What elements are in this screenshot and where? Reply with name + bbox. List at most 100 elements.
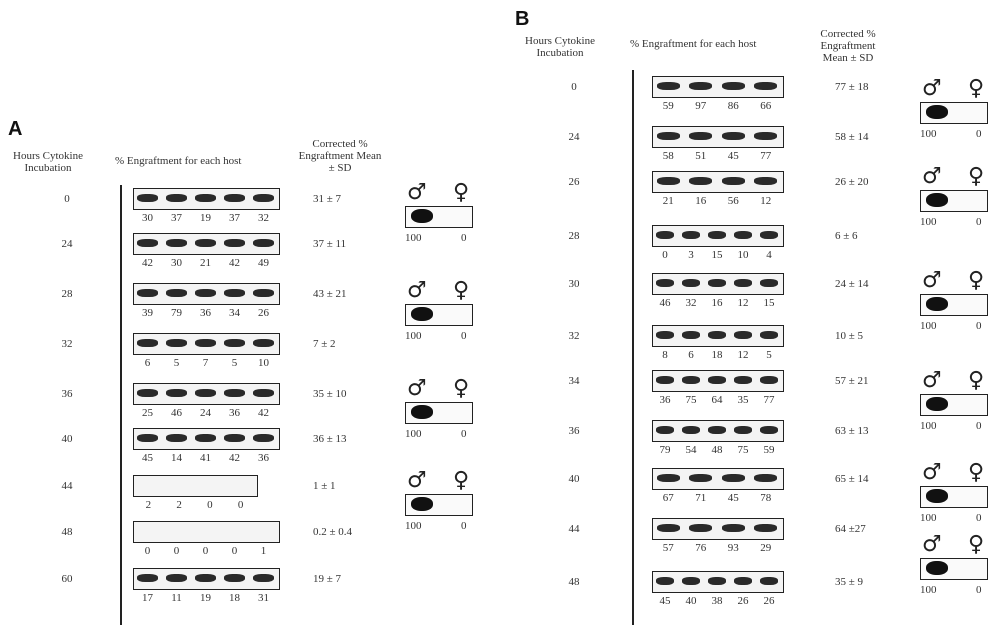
hours-label: 32 — [562, 330, 586, 342]
engraftment-value: 16 — [705, 297, 729, 309]
gel-band — [253, 239, 274, 247]
gel-band — [754, 177, 777, 185]
female-value: 0 — [976, 216, 982, 228]
male-symbol: ♂ — [922, 76, 942, 101]
gel-band — [195, 434, 216, 442]
engraftment-value: 49 — [252, 257, 276, 269]
gel-band — [760, 331, 779, 339]
gel-band — [656, 426, 675, 434]
gel-band — [689, 474, 712, 482]
male-value: 100 — [405, 232, 422, 244]
female-value: 0 — [976, 320, 982, 332]
engraftment-value: 24 — [194, 407, 218, 419]
engraftment-value: 67 — [656, 492, 680, 504]
engraftment-value: 40 — [679, 595, 703, 607]
gel-band — [682, 426, 701, 434]
inset-band — [926, 489, 948, 503]
gel-band — [760, 426, 779, 434]
inset-band — [926, 397, 948, 411]
engraftment-value: 37 — [223, 212, 247, 224]
gel-band — [760, 279, 779, 287]
gel-band — [760, 376, 779, 384]
male-value: 100 — [920, 512, 937, 524]
inset-band — [411, 497, 433, 511]
inset-band — [926, 561, 948, 575]
gel-band — [137, 434, 158, 442]
engraftment-value: 35 — [731, 394, 755, 406]
corrected-value: 24 ± 14 — [835, 278, 869, 290]
engraftment-value: 56 — [721, 195, 745, 207]
engraftment-value: 5 — [223, 357, 247, 369]
hours-label: 28 — [562, 230, 586, 242]
gel-band — [734, 426, 753, 434]
engraftment-value: 42 — [252, 407, 276, 419]
hours-label: 48 — [562, 576, 586, 588]
female-value: 0 — [461, 428, 467, 440]
gel-band — [656, 376, 675, 384]
panel-label: B — [515, 8, 529, 31]
inset-band — [926, 193, 948, 207]
gel-band — [722, 177, 745, 185]
engraftment-value: 0 — [194, 545, 218, 557]
gel-band — [722, 524, 745, 532]
hours-label: 44 — [55, 480, 79, 492]
hours-label: 26 — [562, 176, 586, 188]
hours-label: 0 — [562, 81, 586, 93]
engraftment-value: 0 — [198, 499, 222, 511]
engraftment-value: 45 — [721, 150, 745, 162]
female-symbol: ♀ — [968, 532, 984, 557]
female-value: 0 — [976, 128, 982, 140]
engraftment-value: 18 — [705, 349, 729, 361]
male-symbol: ♂ — [922, 164, 942, 189]
inset-band — [411, 405, 433, 419]
engraftment-value: 4 — [757, 249, 781, 261]
corrected-value: 0.2 ± 0.4 — [313, 526, 352, 538]
gel-band — [224, 389, 245, 397]
figure: AHours Cytokine Incubation% Engraftment … — [0, 0, 991, 629]
gel-band — [137, 339, 158, 347]
corrected-value: 57 ± 21 — [835, 375, 869, 387]
engraftment-value: 86 — [721, 100, 745, 112]
gel-band — [224, 574, 245, 582]
male-value: 100 — [405, 520, 422, 532]
engraftment-value: 5 — [165, 357, 189, 369]
gel-band — [166, 574, 187, 582]
female-symbol: ♀ — [453, 278, 469, 303]
corrected-value: 37 ± 11 — [313, 238, 346, 250]
gel-band — [253, 389, 274, 397]
corrected-value: 26 ± 20 — [835, 176, 869, 188]
engraftment-value: 2 — [136, 499, 160, 511]
gel-band — [708, 279, 727, 287]
gel-band — [734, 231, 753, 239]
hours-label: 36 — [55, 388, 79, 400]
corrected-value: 65 ± 14 — [835, 473, 869, 485]
gel-band — [682, 231, 701, 239]
engraftment-value: 0 — [223, 545, 247, 557]
gel-band — [760, 577, 779, 585]
engraftment-value: 29 — [754, 542, 778, 554]
engraftment-value: 0 — [136, 545, 160, 557]
engraftment-value: 0 — [165, 545, 189, 557]
engraftment-value: 34 — [223, 307, 247, 319]
gel-band — [137, 574, 158, 582]
hours-label: 34 — [562, 375, 586, 387]
male-symbol: ♂ — [407, 468, 427, 493]
corrected-value: 58 ± 14 — [835, 131, 869, 143]
gel-band — [137, 239, 158, 247]
header-corrected: Corrected % Engraftment Mean ± SD — [295, 138, 385, 174]
gel-band — [682, 279, 701, 287]
hours-label: 0 — [55, 193, 79, 205]
engraftment-value: 21 — [656, 195, 680, 207]
engraftment-value: 76 — [689, 542, 713, 554]
axis-line — [632, 70, 634, 625]
female-value: 0 — [461, 232, 467, 244]
hours-label: 24 — [562, 131, 586, 143]
gel-band — [682, 376, 701, 384]
inset-band — [926, 105, 948, 119]
engraftment-value: 75 — [731, 444, 755, 456]
engraftment-value: 38 — [705, 595, 729, 607]
corrected-value: 6 ± 6 — [835, 230, 858, 242]
header-engraftment: % Engraftment for each host — [115, 155, 241, 167]
gel-band — [224, 339, 245, 347]
female-value: 0 — [461, 330, 467, 342]
